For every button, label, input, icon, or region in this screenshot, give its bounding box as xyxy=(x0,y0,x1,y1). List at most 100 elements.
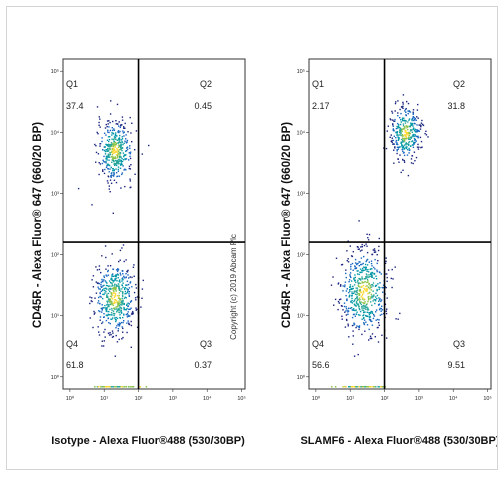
event-point xyxy=(421,123,424,126)
event-point xyxy=(402,137,404,139)
event-point xyxy=(358,290,361,292)
event-point xyxy=(120,146,122,149)
event-point xyxy=(99,145,101,147)
event-point xyxy=(413,127,415,129)
event-point xyxy=(361,277,363,280)
event-point xyxy=(392,125,394,127)
event-point xyxy=(98,334,101,336)
event-point xyxy=(120,307,123,310)
event-point xyxy=(377,341,380,343)
event-point xyxy=(102,321,104,323)
event-point xyxy=(94,386,96,388)
event-point xyxy=(395,101,397,103)
event-point xyxy=(105,162,107,164)
event-point xyxy=(420,126,422,128)
event-point xyxy=(101,311,103,313)
event-point xyxy=(358,328,360,331)
event-point xyxy=(417,143,419,146)
event-point xyxy=(121,157,123,160)
event-point xyxy=(381,286,383,289)
event-point xyxy=(100,386,102,388)
quadrant-value-q2: 31.8 xyxy=(447,101,465,111)
event-point xyxy=(394,147,396,149)
event-point xyxy=(123,386,126,388)
event-point xyxy=(115,150,117,153)
event-point xyxy=(386,276,388,279)
y-axis-label: CD45R - Alexa Fluor® 647 (660/20 BP) xyxy=(32,122,44,328)
event-point xyxy=(367,315,369,318)
event-point xyxy=(109,332,111,334)
event-point xyxy=(367,239,370,241)
event-point xyxy=(395,132,397,134)
event-point xyxy=(109,153,111,156)
y-tick-label: 10² xyxy=(297,253,305,259)
event-point xyxy=(378,245,380,248)
event-point xyxy=(148,144,150,147)
event-point xyxy=(119,144,121,147)
event-point xyxy=(98,288,100,290)
event-point xyxy=(357,386,359,388)
event-point xyxy=(122,316,124,319)
event-point xyxy=(358,289,361,291)
event-point xyxy=(117,302,119,304)
event-point xyxy=(108,310,110,313)
x-tick-label: 10² xyxy=(381,396,389,402)
event-point xyxy=(408,118,411,120)
event-point xyxy=(117,139,119,141)
event-point xyxy=(360,303,362,306)
event-point xyxy=(119,160,121,162)
event-point xyxy=(101,345,103,347)
event-point xyxy=(363,317,365,320)
event-point xyxy=(113,314,115,317)
event-point xyxy=(364,301,366,303)
event-point xyxy=(105,256,107,259)
event-point xyxy=(358,265,360,267)
event-point xyxy=(107,155,110,157)
event-point xyxy=(121,136,123,138)
event-point xyxy=(109,281,112,284)
event-point xyxy=(103,155,105,158)
event-point xyxy=(350,263,352,266)
event-point xyxy=(117,386,119,388)
event-point xyxy=(378,299,381,301)
event-point xyxy=(108,131,110,134)
event-point xyxy=(400,134,402,137)
event-point xyxy=(350,268,352,270)
event-point xyxy=(349,274,351,276)
event-point xyxy=(120,148,122,151)
event-point xyxy=(344,311,346,313)
event-point xyxy=(111,279,113,281)
event-point xyxy=(354,304,356,307)
event-point xyxy=(385,260,387,262)
event-point xyxy=(402,123,405,125)
event-point xyxy=(122,282,124,284)
event-point xyxy=(416,146,419,148)
event-point xyxy=(355,386,358,388)
event-point xyxy=(109,113,112,115)
event-point xyxy=(131,141,133,143)
event-point xyxy=(370,272,372,274)
event-point xyxy=(109,156,111,158)
event-point xyxy=(402,138,405,140)
event-point xyxy=(112,289,115,292)
event-point xyxy=(394,266,396,268)
event-point xyxy=(118,300,120,302)
event-point xyxy=(385,312,388,315)
event-point xyxy=(399,108,401,111)
event-point xyxy=(371,265,373,267)
event-point xyxy=(335,257,338,259)
event-point xyxy=(135,283,137,286)
event-point xyxy=(397,112,399,114)
event-point xyxy=(112,170,114,172)
event-point xyxy=(101,309,103,311)
event-point xyxy=(386,130,388,132)
event-point xyxy=(357,279,359,282)
y-tick-label: 10⁴ xyxy=(51,129,60,136)
event-point xyxy=(345,306,347,308)
event-point xyxy=(105,307,107,309)
event-point xyxy=(108,144,111,146)
event-point xyxy=(368,328,370,331)
event-point xyxy=(113,285,116,287)
event-point xyxy=(108,185,110,187)
